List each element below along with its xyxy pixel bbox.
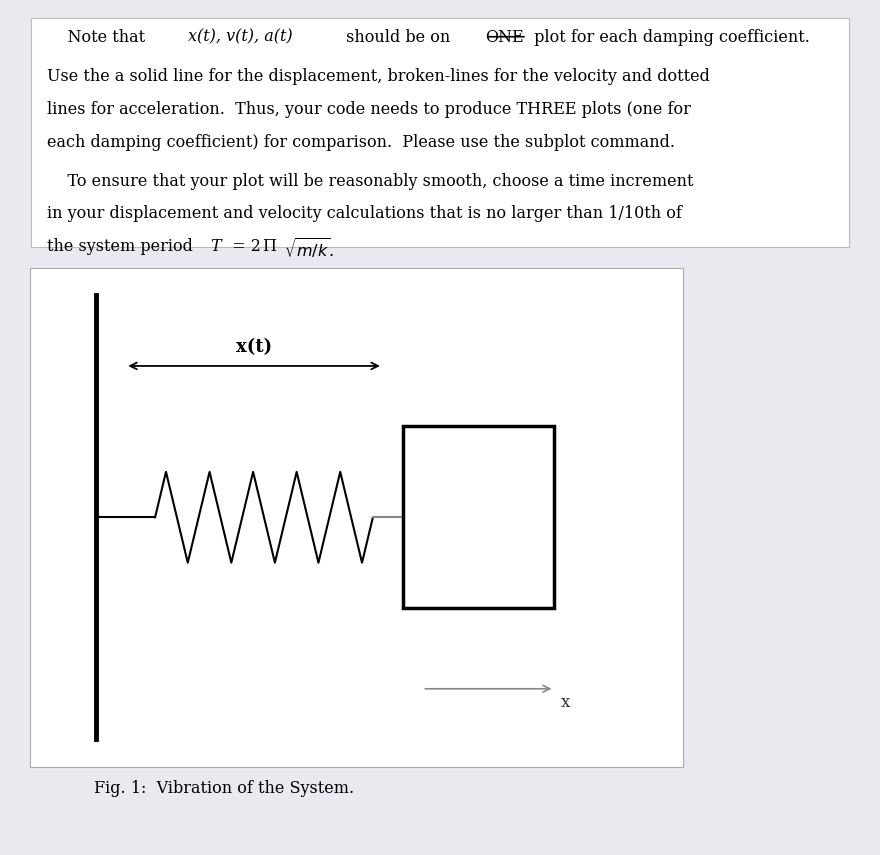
Text: x(t), v(t), a(t): x(t), v(t), a(t)	[187, 29, 292, 45]
Text: Note that: Note that	[48, 29, 150, 45]
Text: plot for each damping coefficient.: plot for each damping coefficient.	[529, 29, 810, 45]
Text: the system period: the system period	[48, 238, 198, 255]
Text: x(t): x(t)	[236, 338, 272, 356]
FancyBboxPatch shape	[31, 18, 849, 247]
Bar	[403, 427, 554, 608]
Text: Fig. 1:  Vibration of the System.: Fig. 1: Vibration of the System.	[94, 781, 355, 797]
Text: To ensure that your plot will be reasonably smooth, choose a time increment: To ensure that your plot will be reasona…	[48, 173, 693, 190]
Text: x: x	[561, 694, 570, 711]
Text: $\sqrt{m/k}$.: $\sqrt{m/k}$.	[284, 238, 334, 262]
Text: each damping coefficient) for comparison.  Please use the subplot command.: each damping coefficient) for comparison…	[48, 133, 675, 150]
Text: Π: Π	[262, 238, 276, 255]
Text: T: T	[210, 238, 221, 255]
Text: in your displacement and velocity calculations that is no larger than 1/10th of: in your displacement and velocity calcul…	[48, 205, 682, 222]
Text: = 2: = 2	[226, 238, 260, 255]
FancyBboxPatch shape	[30, 268, 683, 767]
Text: should be on: should be on	[341, 29, 455, 45]
Text: Use the a solid line for the displacement, broken-lines for the velocity and dot: Use the a solid line for the displacemen…	[48, 68, 710, 85]
Text: lines for acceleration.  Thus, your code needs to produce THREE plots (one for: lines for acceleration. Thus, your code …	[48, 102, 691, 118]
Text: ONE: ONE	[486, 29, 524, 45]
